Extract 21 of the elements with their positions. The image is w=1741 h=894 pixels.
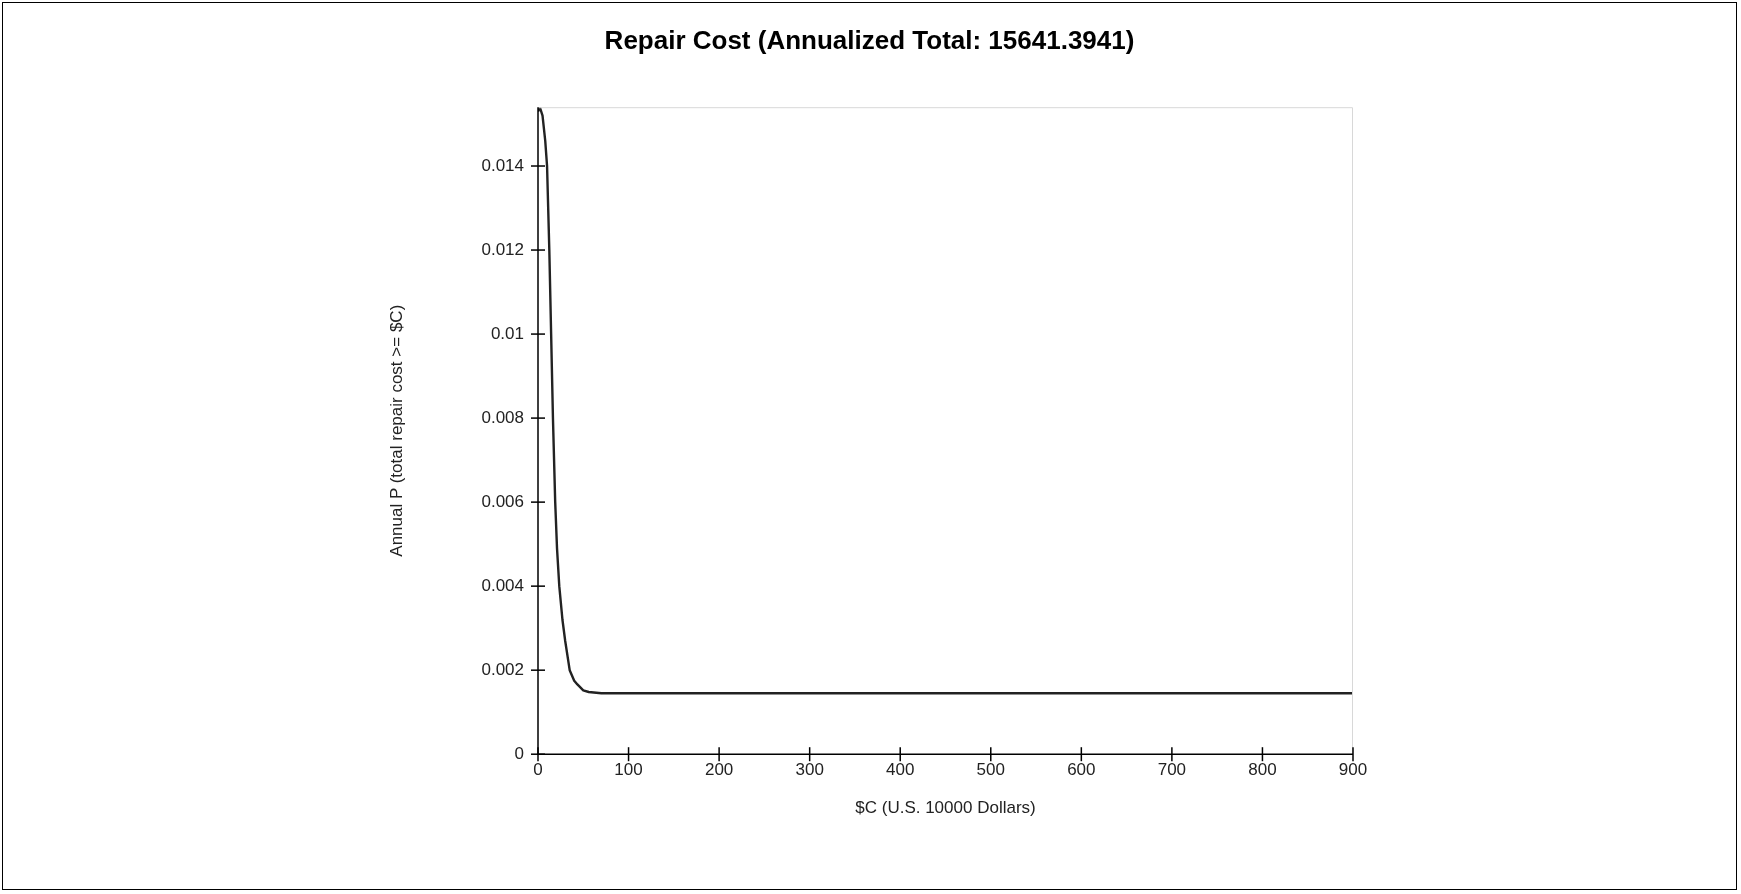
x-tick-label: 400 bbox=[886, 760, 915, 780]
chart-title: Repair Cost (Annualized Total: 15641.3941) bbox=[603, 25, 1136, 56]
x-tick-label: 700 bbox=[1157, 760, 1187, 780]
y-tick-label: 0 bbox=[514, 743, 524, 763]
x-tick-label: 0 bbox=[533, 760, 543, 780]
y-tick-label: 0.006 bbox=[481, 491, 524, 511]
y-tick-label: 0.002 bbox=[481, 659, 524, 679]
x-tick-label: 300 bbox=[795, 760, 824, 780]
x-axis-title: $C (U.S. 10000 Dollars) bbox=[855, 798, 1036, 818]
y-tick-label: 0.014 bbox=[481, 155, 524, 175]
y-axis-title: Annual P (total repair cost >= $C) bbox=[386, 304, 406, 557]
y-tick-label: 0.008 bbox=[481, 407, 524, 427]
x-tick-label: 900 bbox=[1338, 760, 1368, 780]
x-tick-label: 800 bbox=[1248, 760, 1277, 780]
y-tick-label: 0.004 bbox=[481, 575, 524, 595]
x-tick-label: 200 bbox=[704, 760, 734, 780]
x-tick-label: 100 bbox=[614, 760, 643, 780]
y-tick-label: 0.012 bbox=[481, 239, 524, 259]
x-tick-label: 600 bbox=[1067, 760, 1096, 780]
x-tick-label: 500 bbox=[976, 760, 1005, 780]
y-tick-label: 0.01 bbox=[490, 323, 524, 343]
